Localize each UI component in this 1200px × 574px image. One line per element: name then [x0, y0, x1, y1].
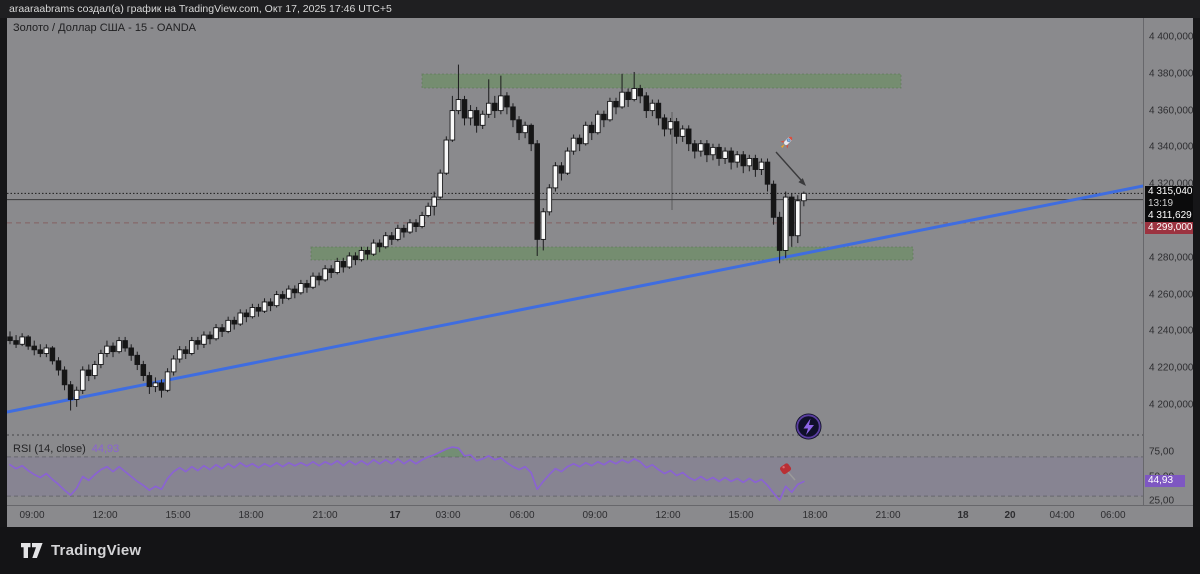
time-tick: 12:00 [92, 510, 118, 521]
price-tick: 4 220,000 [1149, 362, 1193, 374]
time-tick: 04:00 [1049, 510, 1075, 521]
footer-bar: TradingView [0, 527, 1200, 574]
price-tick: 4 340,000 [1149, 141, 1193, 153]
time-tick: 21:00 [875, 510, 901, 521]
time-tick: 09:00 [582, 510, 608, 521]
countdown-badge: 13:19 [1145, 198, 1193, 210]
time-tick: 18:00 [238, 510, 264, 521]
price-tick: 4 200,000 [1149, 399, 1193, 411]
symbol-title[interactable]: Золото / Доллар США - 15 - OANDA [13, 22, 196, 34]
candles-series [7, 64, 807, 411]
time-tick: 21:00 [312, 510, 338, 521]
price-tick: 4 240,000 [1149, 325, 1193, 337]
rsi-value-badge: 44,93 [1145, 475, 1185, 488]
time-tick: 12:00 [655, 510, 681, 521]
rsi-legend-value: 44,93 [91, 443, 120, 455]
supply-demand-zone-boxes[interactable] [310, 73, 914, 261]
time-tick: 18:00 [802, 510, 828, 521]
rsi-tick: 25,00 [1149, 495, 1175, 507]
last-price-badge: 4 315,040 [1145, 186, 1193, 198]
brand-text: TradingView [51, 542, 142, 559]
attribution-text: araaraabrams создал(а) график на Trading… [9, 3, 392, 15]
tradingview-logo[interactable]: TradingView [21, 542, 141, 559]
price-tick: 4 260,000 [1149, 289, 1193, 301]
time-tick: 06:00 [1100, 510, 1126, 521]
arrow-drawing[interactable] [775, 151, 806, 186]
time-tick: 03:00 [435, 510, 461, 521]
rsi-legend[interactable]: RSI (14, close) 44,93 [13, 443, 119, 455]
attribution-bar: araaraabrams создал(а) график на Trading… [0, 0, 1200, 18]
rocket-icon [780, 136, 793, 149]
pushpin-emoji-marker[interactable] [778, 462, 798, 487]
price-tick: 4 360,000 [1149, 105, 1193, 117]
chart-area[interactable]: Золото / Доллар США - 15 - OANDA RSI (14… [7, 18, 1193, 527]
price-axis[interactable]: 4 315,040 13:19 4 311,629 4 299,000 44,9… [1143, 18, 1193, 507]
alert-price-badge: 4 299,000 [1145, 222, 1193, 234]
rsi-legend-name: RSI (14, close) [13, 443, 86, 455]
time-tick: 06:00 [509, 510, 535, 521]
price-tick: 4 280,000 [1149, 252, 1193, 264]
time-axis[interactable]: 09:00 12:00 15:00 18:00 21:00 17 03:00 06:00 09:… [7, 505, 1193, 527]
trendline-drawing[interactable] [7, 184, 1143, 414]
rsi-plot [7, 446, 1143, 501]
time-tick: 09:00 [19, 510, 45, 521]
rsi-tick: 75,00 [1149, 446, 1175, 458]
time-tick: 17 [389, 510, 401, 521]
time-tick: 18 [957, 510, 969, 521]
pane-lightning-button[interactable] [794, 412, 823, 446]
time-tick: 20 [1004, 510, 1016, 521]
pushpin-icon [779, 463, 796, 481]
tradingview-logo-icon [21, 543, 43, 558]
rocket-emoji-marker[interactable] [775, 132, 797, 159]
price-chart-canvas[interactable] [7, 18, 1193, 527]
time-tick: 15:00 [165, 510, 191, 521]
price-tick: 4 320,000 [1149, 178, 1193, 190]
time-tick: 15:00 [728, 510, 754, 521]
price-tick: 4 380,000 [1149, 68, 1193, 80]
price-tick: 4 400,000 [1149, 31, 1193, 43]
lightning-icon [795, 413, 822, 440]
line-price-badge: 4 311,629 [1145, 210, 1193, 222]
